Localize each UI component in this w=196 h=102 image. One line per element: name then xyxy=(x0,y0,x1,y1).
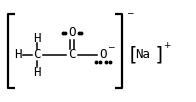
Text: H: H xyxy=(33,32,41,44)
Text: C: C xyxy=(68,48,76,62)
Text: O: O xyxy=(99,48,107,62)
Text: Na: Na xyxy=(135,48,151,62)
Text: [: [ xyxy=(127,45,139,64)
Text: H: H xyxy=(33,65,41,79)
Text: C: C xyxy=(33,48,41,62)
Text: +: + xyxy=(163,42,171,50)
Text: H: H xyxy=(14,48,22,62)
Text: O: O xyxy=(68,27,76,39)
Text: ]: ] xyxy=(154,45,166,64)
Text: −: − xyxy=(107,43,115,52)
Text: −: − xyxy=(126,8,133,18)
